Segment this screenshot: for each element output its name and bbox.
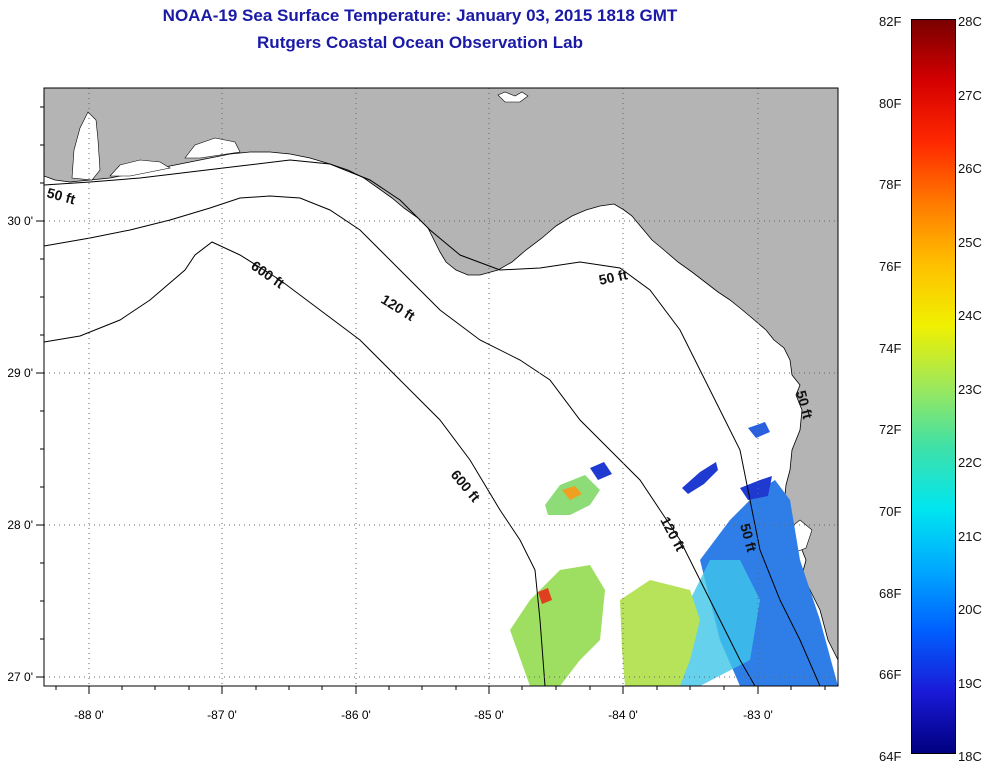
sst-patch-west — [510, 565, 605, 686]
colorbar-c-label: 25C — [958, 234, 982, 250]
lat-label-30: 30 0' — [7, 214, 33, 228]
temperature-colorbar — [911, 19, 956, 754]
sst-patch-center — [620, 580, 700, 686]
colorbar-c-label: 22C — [958, 455, 982, 470]
sst-patch-warm-2 — [538, 588, 552, 604]
colorbar-c-label: 26C — [958, 161, 982, 176]
sst-patch-blue-2 — [740, 476, 772, 500]
colorbar-c-label: 21C — [958, 528, 982, 544]
sst-patch-warm — [562, 486, 582, 500]
lon-label-87: -87 0' — [207, 708, 237, 722]
lat-label-29: 29 0' — [7, 366, 33, 380]
colorbar-c-label: 28C — [958, 14, 982, 29]
lon-label-84: -84 0' — [608, 708, 638, 722]
contour-50ft — [44, 159, 821, 686]
colorbar-f-label: 64F — [879, 749, 902, 764]
sst-data — [510, 422, 838, 686]
mobile-bay — [71, 111, 101, 181]
contour-label-50ft-east: 50 ft — [597, 266, 629, 288]
colorbar-f-label: 74F — [879, 340, 902, 356]
lat-label-27: 27 0' — [7, 670, 33, 684]
colorbar-f-label: 72F — [879, 422, 902, 438]
lon-label-88: -88 0' — [74, 708, 104, 722]
contours — [44, 159, 821, 686]
colorbar-f-label: 68F — [879, 585, 902, 601]
colorbar-c-label: 24C — [958, 308, 982, 323]
map-subtitle: Rutgers Coastal Ocean Observation Lab — [257, 33, 583, 52]
sst-patch-blue-1 — [682, 462, 718, 494]
bay-mid — [184, 137, 241, 159]
colorbar-c-label: 27C — [958, 87, 982, 103]
contour-label-50ft-west: 50 ft — [45, 184, 77, 207]
land-mass — [44, 88, 838, 661]
bay-west — [109, 159, 171, 177]
colorbar-c-label: 19C — [958, 675, 982, 691]
lon-label-83: -83 0' — [743, 708, 773, 722]
contour-label-50ft-south: 50 ft — [737, 522, 760, 554]
plot-frame — [43, 87, 839, 687]
sst-patch-blue-3 — [748, 422, 770, 438]
contour-120ft — [44, 195, 756, 686]
colorbar-c-label: 18C — [958, 749, 982, 764]
colorbar-f-label: 70F — [879, 504, 902, 519]
contour-600ft — [44, 241, 546, 686]
inland-lake — [497, 91, 529, 103]
colorbar-c-label: 20C — [958, 602, 982, 617]
colorbar-c-label: 23C — [958, 381, 982, 397]
lat-label-28: 28 0' — [7, 518, 33, 532]
sst-patch-blue-4 — [590, 462, 612, 480]
contour-label-50ft-coast: 50 ft — [793, 389, 816, 421]
axis-ticks — [36, 106, 826, 694]
lon-label-86: -86 0' — [341, 708, 371, 722]
map-title: NOAA-19 Sea Surface Temperature: January… — [162, 6, 678, 25]
colorbar-f-label: 82F — [879, 14, 902, 29]
colorbar-f-label: 78F — [879, 177, 902, 193]
lon-label-85: -85 0' — [474, 708, 504, 722]
colorbar-f-label: 76F — [879, 259, 902, 274]
colorbar-f-label: 80F — [879, 95, 902, 111]
colorbar-f-label: 66F — [879, 667, 902, 683]
